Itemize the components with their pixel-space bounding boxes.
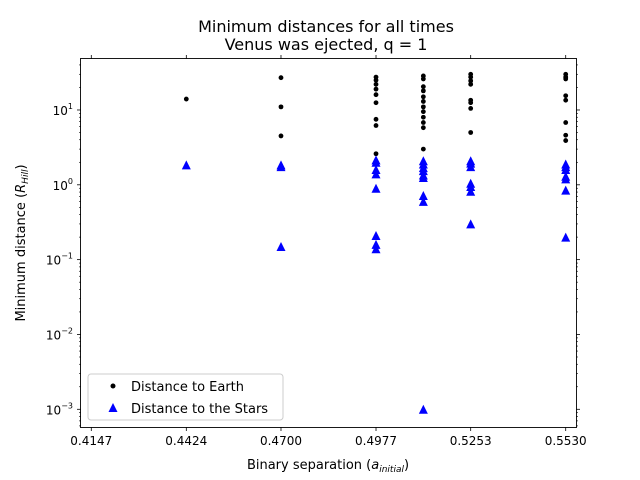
earth-distance-point [563, 93, 569, 99]
star-distance-point [561, 174, 571, 184]
earth-distance-point [420, 125, 426, 131]
star-distance-point [466, 162, 476, 172]
earth-distance-point [278, 133, 284, 139]
legend-marker-earth [110, 383, 116, 389]
legend-marker-stars [108, 403, 118, 412]
earth-distance-point [373, 81, 379, 87]
star-distance-point [371, 157, 381, 167]
y-tick-label: 100 [53, 177, 73, 193]
star-distance-point [371, 169, 381, 179]
earth-distance-point [563, 138, 569, 143]
y-tick-label: 101 [53, 102, 73, 118]
earth-distance-point [468, 100, 474, 106]
earth-distance-point [373, 92, 379, 98]
y-tick-label: 10−2 [46, 326, 73, 342]
earth-distance-point [563, 132, 569, 138]
star-distance-point [418, 190, 428, 200]
x-tick-label: 0.4977 [355, 434, 397, 448]
legend-box [87, 373, 284, 421]
chart-title-line1: Minimum distances for all times [198, 17, 454, 36]
star-distance-point [561, 185, 571, 195]
earth-distance-point [183, 96, 189, 102]
star-distance-point [371, 183, 381, 193]
plot-frame [80, 58, 577, 428]
earth-distance-point [373, 116, 379, 122]
earth-distance-point [420, 99, 426, 104]
earth-distance-point [420, 114, 426, 120]
earth-distance-point [468, 74, 474, 80]
chart-title-line2: Venus was ejected, q = 1 [225, 35, 428, 54]
earth-distance-point [468, 81, 474, 87]
star-distance-point [181, 160, 191, 170]
earth-distance-point [373, 123, 379, 128]
star-distance-point [466, 219, 476, 229]
earth-distance-point [373, 100, 379, 106]
plot-marks [181, 71, 571, 414]
star-distance-point [466, 181, 476, 191]
star-distance-point [466, 186, 476, 196]
earth-distance-point [420, 120, 426, 125]
x-tick-label: 0.5253 [450, 434, 492, 448]
earth-distance-point [468, 130, 474, 135]
y-axis-label: Minimum distance (RHill) [14, 164, 31, 321]
star-distance-point [371, 244, 381, 254]
earth-distance-point [563, 120, 569, 125]
x-tick-label: 0.4700 [260, 434, 302, 448]
star-distance-point [561, 232, 571, 242]
legend: Distance to Earth Distance to the Stars [87, 373, 284, 421]
x-axis-label: Binary separation (ainitial) [247, 458, 409, 475]
star-distance-point [276, 162, 286, 172]
earth-distance-point [373, 86, 379, 92]
earth-distance-point [420, 146, 426, 152]
earth-distance-point [373, 151, 379, 157]
earth-distance-point [278, 104, 284, 110]
earth-distance-point [420, 84, 426, 90]
legend-label-stars: Distance to the Stars [131, 402, 268, 417]
star-distance-point [418, 404, 428, 414]
earth-distance-point [420, 88, 426, 94]
star-distance-point [418, 196, 428, 206]
earth-distance-point [468, 78, 474, 84]
earth-distance-point [420, 104, 426, 110]
y-tick-label: 10−1 [46, 252, 73, 268]
star-distance-point [561, 165, 571, 175]
x-tick-label: 0.5530 [545, 434, 587, 448]
earth-distance-point [563, 97, 569, 103]
x-tick-label: 0.4147 [70, 434, 112, 448]
earth-distance-point [278, 75, 284, 81]
y-tick-label: 10−3 [46, 401, 73, 417]
star-distance-point [418, 173, 428, 183]
earth-distance-point [373, 77, 379, 83]
earth-distance-point [563, 76, 569, 82]
earth-distance-point [420, 94, 426, 100]
earth-distance-point [420, 109, 426, 115]
earth-distance-point [468, 105, 474, 111]
x-axis-ticks: 0.4147 0.4424 0.4700 0.4977 0.5253 0.5530 [70, 55, 587, 448]
earth-distance-point [420, 76, 426, 82]
star-distance-point [276, 241, 286, 251]
legend-label-earth: Distance to Earth [131, 380, 244, 395]
x-tick-label: 0.4424 [165, 434, 207, 448]
star-distance-point [371, 231, 381, 241]
